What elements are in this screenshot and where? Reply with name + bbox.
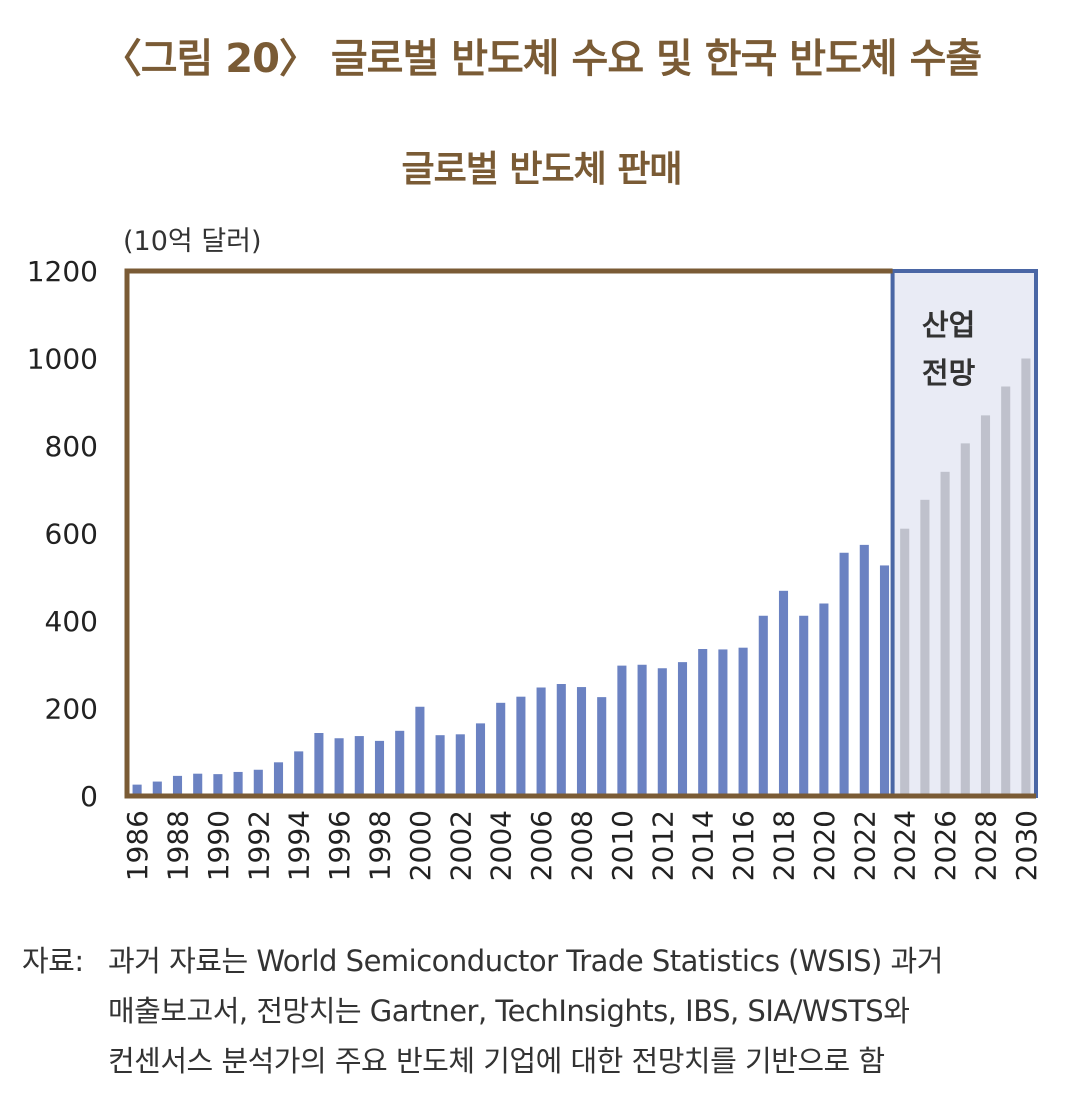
bar-actual — [233, 771, 243, 796]
forecast-label: 전망 — [922, 356, 976, 390]
bar-actual — [819, 603, 829, 796]
bar-actual — [314, 733, 324, 796]
bar-actual — [799, 615, 809, 796]
bar-actual — [738, 647, 748, 796]
x-tick-label: 2024 — [889, 810, 922, 881]
y-tick-label: 1200 — [27, 255, 98, 288]
x-tick-label: 2000 — [404, 810, 437, 881]
y-tick-label: 600 — [45, 518, 98, 551]
bar-forecast — [940, 471, 950, 796]
forecast-label: 산업 — [922, 308, 975, 342]
source-line: 매출보고서, 전망치는 Gartner, TechInsights, IBS, … — [108, 994, 910, 1028]
bar-actual — [455, 734, 465, 796]
bar-actual — [859, 544, 869, 796]
bar-actual — [475, 723, 486, 796]
source-line: 과거 자료는 World Semiconductor Trade Statist… — [108, 944, 943, 978]
plot-frame — [124, 268, 1036, 799]
x-tick-label: 2008 — [566, 810, 599, 881]
bar-actual — [637, 664, 647, 796]
x-tick-label: 2022 — [848, 810, 881, 881]
x-tick-label: 1994 — [283, 810, 316, 881]
bar-forecast — [980, 415, 991, 796]
figure-title: 〈그림 20〉 글로벌 반도체 수요 및 한국 반도체 수출 — [101, 36, 982, 82]
bar-actual — [758, 615, 768, 796]
bar-actual — [193, 773, 203, 796]
bar-actual — [536, 687, 546, 796]
bar-actual — [435, 735, 445, 796]
bar-forecast — [1001, 386, 1011, 796]
source-line: 컨센서스 분석가의 주요 반도체 기업에 대한 전망치를 기반으로 함 — [108, 1044, 885, 1078]
x-tick-label: 2016 — [727, 810, 760, 881]
y-tick-label: 800 — [45, 430, 98, 463]
chart-title: 글로벌 반도체 판매 — [401, 149, 682, 190]
x-tick-label: 1986 — [121, 810, 154, 881]
bar-actual — [556, 684, 566, 796]
x-tick-label: 2026 — [929, 810, 962, 881]
source-note: 자료: 과거 자료는 World Semiconductor Trade Sta… — [22, 936, 1072, 1086]
bar-actual — [395, 730, 405, 796]
bar-actual — [698, 649, 708, 796]
x-tick-label: 1998 — [364, 810, 397, 881]
bar-actual — [172, 775, 183, 796]
x-tick-label: 2028 — [970, 810, 1003, 881]
bar-actual — [576, 687, 587, 796]
bar-actual — [273, 762, 284, 796]
bar-actual — [152, 781, 162, 796]
y-tick-label: 1000 — [27, 343, 98, 376]
x-tick-label: 2030 — [1010, 810, 1043, 881]
y-axis-unit-label: (10억 달러) — [123, 226, 262, 257]
x-tick-label: 2002 — [444, 810, 477, 881]
bar-actual — [597, 697, 607, 796]
bar-actual — [132, 784, 142, 796]
y-tick-label: 0 — [80, 780, 98, 813]
bar-actual — [374, 740, 385, 796]
bar-actual — [415, 706, 425, 796]
x-tick-label: 2018 — [768, 810, 801, 881]
bar-actual — [253, 769, 263, 796]
x-tick-label: 2012 — [646, 810, 679, 881]
x-tick-label: 2014 — [687, 810, 720, 881]
bar-actual — [294, 751, 304, 796]
bar-actual — [496, 702, 506, 796]
bar-actual — [213, 774, 223, 796]
x-tick-label: 2004 — [485, 810, 518, 881]
x-tick-label: 1988 — [162, 810, 195, 881]
bar-actual — [354, 736, 364, 796]
x-tick-label: 1990 — [202, 810, 235, 881]
x-tick-label: 1992 — [242, 810, 275, 881]
bar-forecast — [920, 499, 930, 796]
bar-actual — [879, 565, 890, 796]
bar-forecast — [1021, 358, 1031, 796]
x-tick-label: 1996 — [323, 810, 356, 881]
bar-actual — [839, 552, 849, 796]
bar-forecast — [960, 443, 970, 796]
bar-actual — [334, 738, 344, 796]
bar-forecast — [900, 528, 910, 796]
bar-actual — [617, 665, 627, 796]
x-tick-label: 2006 — [525, 810, 558, 881]
bar-actual — [516, 696, 526, 796]
y-tick-label: 400 — [45, 605, 98, 638]
bar-actual — [718, 649, 728, 796]
bar-actual — [677, 662, 688, 796]
x-tick-label: 2020 — [808, 810, 841, 881]
bar-actual — [657, 668, 667, 796]
source-label: 자료: — [22, 944, 84, 978]
y-tick-label: 200 — [45, 693, 98, 726]
x-tick-label: 2010 — [606, 810, 639, 881]
bar-actual — [778, 590, 789, 796]
